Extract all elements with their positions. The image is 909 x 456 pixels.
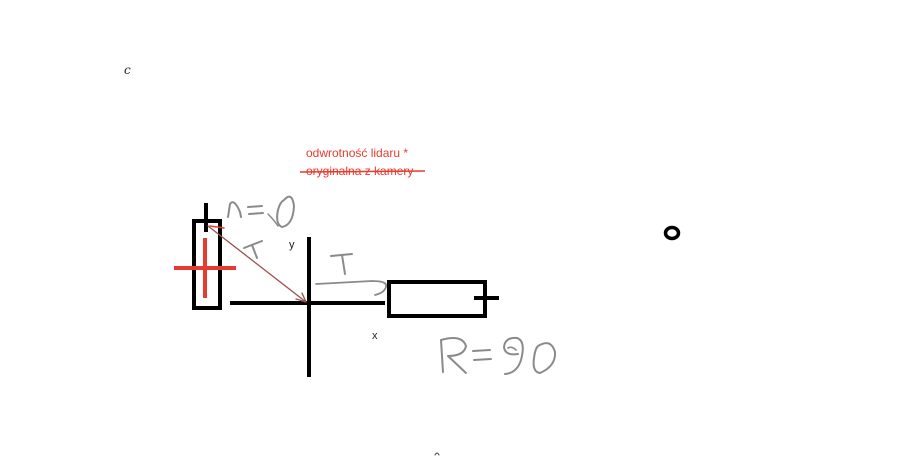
handwritten-r	[440, 337, 467, 374]
translation-arrow-head	[295, 292, 307, 303]
axis-x-label: x	[372, 330, 378, 342]
axis-y-label: y	[289, 239, 295, 251]
note-strike-line	[299, 170, 426, 173]
handwritten-t-right	[330, 253, 353, 275]
handwritten-t-diagonal	[243, 240, 263, 259]
handwritten-zero-bottom	[532, 342, 557, 374]
handwritten-zero-top	[276, 195, 295, 228]
handwritten-nine-inner	[507, 346, 517, 351]
handwritten-n	[227, 201, 242, 218]
right-translation-arrow	[315, 280, 388, 296]
small-ring-marker	[663, 225, 681, 241]
handwritten-stroke-top	[267, 213, 279, 227]
handwritten-nine	[503, 336, 524, 375]
handwritten-equals-bottom	[472, 349, 492, 361]
right-sensor-box	[387, 280, 487, 318]
bottom-small-mark	[434, 452, 440, 456]
translation-arrow-line	[207, 225, 307, 303]
corner-letter: c	[124, 63, 131, 77]
red-small-mark	[209, 225, 225, 229]
handwritten-equals-top	[247, 205, 264, 215]
note-line-1: odwrotność lidaru *	[306, 146, 408, 160]
